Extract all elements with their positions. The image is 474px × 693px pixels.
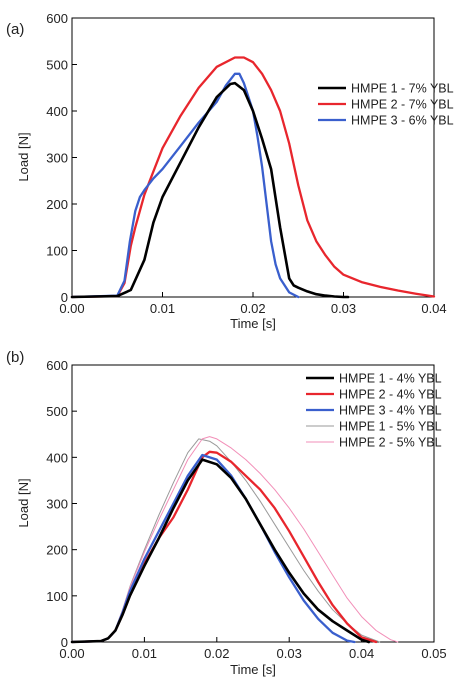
panel-b-y-tick-label: 100: [46, 589, 68, 604]
panel-b-x-tick-label: 0.04: [349, 646, 374, 661]
panel-a-y-axis-label: Load [N]: [16, 132, 31, 181]
panel-b-series-line-2: [70, 450, 378, 644]
panel-b-series: [70, 436, 399, 644]
panel-b-y-tick-label: 500: [46, 404, 68, 419]
panel-b-series-line-1: [70, 458, 371, 644]
panel-b-x-tick-label: 0.02: [204, 646, 229, 661]
panel-b-y-axis-label: Load [N]: [16, 478, 31, 527]
panel-b: (b) Time [s] Load [N] 0.00 0.01 0.02 0.03 0.…: [6, 349, 447, 677]
panel-a-x-tick-label: 0.00: [59, 301, 84, 316]
panel-b-x-tick-label: 0.00: [59, 646, 84, 661]
panel-a-y-tick-label: 100: [46, 244, 68, 259]
panel-a-legend-label: HMPE 2 - 7% YBL: [351, 98, 454, 112]
panel-b-legend: HMPE 1 - 4% YBL HMPE 2 - 4% YBL HMPE 3 - 4…: [306, 372, 442, 450]
panel-b-legend-label: HMPE 1 - 5% YBL: [339, 420, 442, 434]
panel-b-label: (b): [6, 349, 24, 366]
panel-b-x-tick-label: 0.03: [277, 646, 302, 661]
panel-a-y-tick-label: 500: [46, 58, 68, 73]
panel-b-y-tick-label: 0: [61, 635, 68, 650]
panel-b-legend-label: HMPE 2 - 4% YBL: [339, 388, 442, 402]
panel-a-series: [70, 56, 436, 299]
panel-a-x-tick-label: 0.03: [331, 301, 356, 316]
panel-a-x-axis-label: Time [s]: [230, 316, 276, 331]
panel-b-legend-label: HMPE 1 - 4% YBL: [339, 372, 442, 386]
panel-a-y-tick-label: 400: [46, 104, 68, 119]
panel-a-y-ticks: 0 100 200 300 400 500 600: [46, 11, 77, 305]
panel-a-legend-label: HMPE 1 - 7% YBL: [351, 82, 454, 96]
panel-a-x-tick-label: 0.01: [150, 301, 175, 316]
panel-a-label: (a): [6, 21, 24, 38]
panel-b-legend-label: HMPE 2 - 5% YBL: [339, 436, 442, 450]
panel-b-y-tick-label: 200: [46, 543, 68, 558]
panel-a-x-tick-label: 0.02: [240, 301, 265, 316]
panel-b-x-ticks: 0.00 0.01 0.02 0.03 0.04 0.05: [59, 637, 447, 661]
panel-a-y-tick-label: 0: [61, 290, 68, 305]
panel-a-y-tick-label: 600: [46, 11, 68, 26]
panel-a-plot-border: [71, 17, 435, 298]
panel-b-y-tick-label: 600: [46, 358, 68, 373]
panel-a-series-line-3: [70, 72, 300, 299]
panel-a-legend-label: HMPE 3 - 6% YBL: [351, 114, 454, 128]
panel-b-x-tick-label: 0.01: [132, 646, 157, 661]
panel-b-y-tick-label: 300: [46, 497, 68, 512]
panel-a-y-tick-label: 300: [46, 151, 68, 166]
panel-b-y-ticks: 0 100 200 300 400 500 600: [46, 358, 77, 650]
panel-a: (a) Time [s] Load [N] 0.00 0.01 0.02 0.03 0.…: [6, 11, 454, 331]
panel-a-x-ticks: 0.00 0.01 0.02 0.03 0.04: [59, 292, 447, 316]
panel-b-series-line-3: [70, 453, 356, 644]
panel-b-legend-label: HMPE 3 - 4% YBL: [339, 404, 442, 418]
panel-b-series-line-5: [71, 436, 399, 643]
panel-a-series-line-2: [70, 56, 436, 299]
panel-a-series-line-1: [70, 81, 350, 299]
panel-a-legend: HMPE 1 - 7% YBL HMPE 2 - 7% YBL HMPE 3 - 6…: [318, 82, 454, 128]
panel-a-y-tick-label: 200: [46, 197, 68, 212]
panel-a-x-tick-label: 0.04: [421, 301, 446, 316]
panel-b-x-axis-label: Time [s]: [230, 662, 276, 677]
panel-b-x-tick-label: 0.05: [421, 646, 446, 661]
panel-b-y-tick-label: 400: [46, 450, 68, 465]
